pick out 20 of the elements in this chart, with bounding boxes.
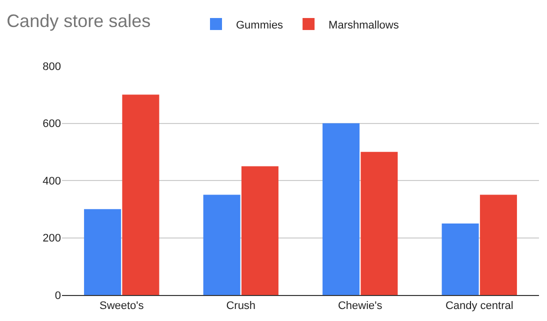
y-tick-label: 200 bbox=[42, 232, 61, 245]
y-tick-label: 600 bbox=[42, 118, 61, 130]
bar bbox=[322, 123, 360, 295]
bar bbox=[480, 194, 517, 295]
chart-title: Candy store sales bbox=[6, 11, 151, 32]
y-tick-label: 400 bbox=[42, 175, 61, 188]
legend-label: Marshmallows bbox=[328, 19, 400, 32]
x-tick-label: Candy central bbox=[445, 300, 514, 312]
bar bbox=[122, 94, 160, 295]
bar bbox=[360, 152, 398, 295]
bar bbox=[442, 223, 479, 295]
bar bbox=[84, 209, 122, 295]
bar bbox=[203, 194, 240, 295]
y-tick-label: 0 bbox=[54, 290, 61, 302]
x-tick-label: Sweeto's bbox=[99, 300, 144, 312]
legend-label: Gummies bbox=[236, 19, 284, 32]
y-tick-label: 800 bbox=[42, 60, 61, 73]
bar bbox=[241, 166, 278, 295]
x-tick-label: Crush bbox=[226, 300, 256, 312]
x-tick-label: Chewie's bbox=[338, 300, 383, 312]
